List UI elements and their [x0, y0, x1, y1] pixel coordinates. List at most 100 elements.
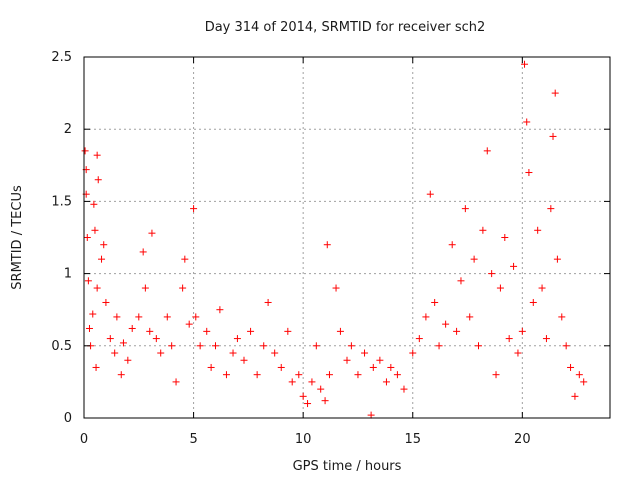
data-point	[567, 363, 575, 371]
data-point	[479, 226, 487, 234]
data-point	[376, 356, 384, 364]
data-point	[229, 349, 237, 357]
y-tick-label: 0.5	[51, 339, 72, 354]
data-point	[367, 411, 375, 419]
data-point	[260, 342, 268, 350]
data-point	[518, 327, 526, 335]
data-point	[505, 335, 513, 343]
data-point	[409, 349, 417, 357]
data-point	[117, 371, 125, 379]
data-point	[93, 151, 101, 159]
data-point	[422, 313, 430, 321]
data-point	[168, 342, 176, 350]
data-point	[271, 349, 279, 357]
data-point	[538, 284, 546, 292]
data-point	[580, 378, 588, 386]
x-tick-label: 10	[295, 432, 312, 447]
data-point	[501, 234, 509, 241]
data-point	[529, 298, 537, 306]
y-tick-label: 0	[64, 411, 72, 426]
y-tick-label: 1	[64, 267, 72, 282]
data-point	[207, 363, 215, 371]
data-point	[542, 335, 550, 343]
data-point	[549, 132, 557, 140]
data-point	[146, 327, 154, 335]
axis-ticks: 0 5 10 15 20 0 0.5 1 1.5 2 2.5	[51, 50, 610, 447]
data-point	[299, 392, 307, 400]
data-point	[562, 342, 570, 350]
data-point	[400, 385, 408, 393]
data-point	[152, 335, 160, 343]
data-point	[448, 241, 456, 249]
data-point	[521, 60, 529, 68]
data-point	[102, 298, 110, 306]
data-point	[253, 371, 261, 379]
x-tick-label: 5	[189, 432, 197, 447]
data-point	[128, 324, 136, 332]
data-point	[332, 284, 340, 292]
data-point	[216, 306, 224, 314]
data-point	[85, 324, 93, 332]
data-point	[264, 298, 272, 306]
data-point	[233, 335, 241, 343]
data-point	[119, 339, 127, 347]
y-axis-label: SRMTID / TECUs	[10, 185, 25, 290]
data-point	[98, 255, 106, 263]
data-point	[457, 277, 465, 285]
data-point	[323, 241, 331, 249]
data-point	[84, 277, 92, 285]
data-point	[475, 342, 482, 350]
data-point	[181, 255, 189, 263]
data-point	[83, 234, 91, 241]
data-point	[94, 176, 102, 184]
data-point	[514, 349, 522, 357]
data-point	[89, 310, 97, 318]
data-point	[461, 205, 469, 213]
data-point	[431, 298, 439, 306]
data-point	[100, 241, 108, 249]
data-point	[222, 371, 230, 379]
data-point	[179, 284, 187, 292]
grid-lines	[84, 57, 610, 418]
data-point	[553, 255, 561, 263]
data-point	[393, 371, 401, 379]
data-point	[92, 363, 100, 371]
data-point	[196, 342, 204, 350]
data-point	[470, 255, 478, 263]
y-tick-label: 2	[64, 122, 72, 137]
data-point	[81, 147, 89, 155]
data-point	[240, 356, 248, 364]
data-point	[317, 385, 325, 393]
data-point	[361, 349, 369, 357]
data-points	[81, 60, 588, 419]
data-point	[483, 147, 491, 155]
data-point	[558, 313, 566, 321]
data-point	[492, 371, 500, 379]
data-point	[525, 169, 533, 177]
data-point	[547, 205, 555, 213]
data-point	[415, 335, 423, 343]
data-point	[347, 342, 355, 350]
data-point	[523, 118, 531, 126]
plot-frame	[83, 56, 611, 419]
data-point	[113, 313, 121, 321]
data-point	[387, 363, 395, 371]
data-point	[106, 335, 114, 343]
data-point	[575, 371, 583, 379]
data-point	[321, 397, 329, 405]
y-tick-label: 2.5	[51, 50, 72, 65]
data-point	[284, 327, 292, 335]
data-point	[534, 226, 542, 234]
data-point	[336, 327, 344, 335]
data-point	[442, 320, 450, 328]
data-point	[185, 320, 193, 328]
data-point	[308, 378, 316, 386]
data-point	[212, 342, 219, 350]
data-point	[295, 371, 303, 379]
data-point	[288, 378, 296, 386]
data-point	[343, 356, 351, 364]
data-point	[354, 371, 362, 379]
chart-title: Day 314 of 2014, SRMTID for receiver sch…	[205, 20, 486, 35]
data-point	[91, 226, 99, 234]
